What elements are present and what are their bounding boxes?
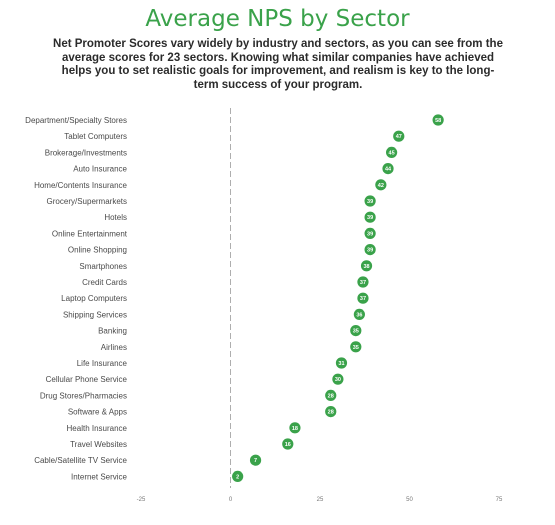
data-label: 44 bbox=[385, 167, 392, 173]
data-label: 39 bbox=[367, 199, 373, 205]
category-label: Online Shopping bbox=[68, 246, 127, 255]
category-label: Department/Specialty Stores bbox=[25, 116, 127, 125]
data-point bbox=[357, 292, 369, 304]
category-label: Airlines bbox=[101, 343, 127, 352]
data-point bbox=[325, 389, 337, 401]
data-label: 16 bbox=[285, 442, 291, 448]
data-point bbox=[393, 130, 405, 142]
data-label: 35 bbox=[353, 345, 359, 351]
chart-title: Average NPS by Sector bbox=[145, 6, 410, 32]
x-tick-label: -25 bbox=[137, 497, 146, 503]
data-point bbox=[432, 114, 444, 126]
data-label: 58 bbox=[435, 118, 441, 124]
data-point bbox=[364, 195, 376, 207]
data-label: 38 bbox=[363, 264, 369, 270]
category-label: Shipping Services bbox=[63, 310, 127, 319]
data-point bbox=[360, 260, 373, 272]
data-label: 28 bbox=[328, 393, 334, 399]
data-point bbox=[249, 454, 262, 466]
data-point bbox=[375, 179, 387, 191]
data-point bbox=[335, 357, 348, 369]
category-label: Laptop Computers bbox=[61, 294, 127, 303]
category-label: Grocery/Supermarkets bbox=[47, 197, 127, 206]
category-label: Brokerage/Investments bbox=[45, 148, 127, 157]
category-label: Tablet Computers bbox=[64, 132, 127, 141]
data-point bbox=[325, 406, 337, 418]
data-label: 7 bbox=[254, 458, 257, 464]
category-label: Software & Apps bbox=[68, 408, 127, 417]
data-label: 39 bbox=[367, 231, 373, 237]
x-tick-label: 25 bbox=[317, 497, 324, 503]
category-label: Auto Insurance bbox=[73, 165, 127, 174]
data-label: 37 bbox=[360, 296, 366, 302]
category-label: Internet Service bbox=[71, 472, 128, 481]
category-label: Home/Contents Insurance bbox=[34, 181, 127, 190]
category-label: Online Entertainment bbox=[52, 229, 128, 238]
data-label: 35 bbox=[353, 329, 359, 335]
data-label: 39 bbox=[367, 215, 373, 221]
category-label: Cable/Satellite TV Service bbox=[34, 456, 127, 465]
data-label: 42 bbox=[378, 183, 384, 189]
data-point bbox=[386, 146, 398, 158]
category-label: Health Insurance bbox=[67, 424, 128, 433]
category-label: Life Insurance bbox=[77, 359, 128, 368]
data-point bbox=[289, 422, 301, 434]
data-label: 36 bbox=[356, 312, 362, 318]
data-point bbox=[232, 470, 244, 482]
data-point bbox=[353, 308, 365, 320]
data-label: 31 bbox=[338, 361, 344, 367]
data-label: 45 bbox=[389, 150, 395, 156]
category-label: Cellular Phone Service bbox=[46, 375, 128, 384]
category-label: Drug Stores/Pharmacies bbox=[40, 391, 127, 400]
chart-subtitle: Net Promoter Scores vary widely by indus… bbox=[53, 38, 503, 91]
data-point bbox=[364, 244, 376, 256]
category-label: Credit Cards bbox=[82, 278, 127, 287]
data-label: 47 bbox=[396, 134, 402, 140]
category-label: Travel Websites bbox=[70, 440, 127, 449]
data-label: 28 bbox=[328, 410, 334, 416]
data-point bbox=[364, 211, 376, 223]
x-tick-label: 75 bbox=[496, 497, 503, 503]
x-tick-label: 50 bbox=[406, 497, 413, 503]
data-point bbox=[382, 163, 394, 175]
data-label: 30 bbox=[335, 377, 341, 383]
data-point bbox=[332, 373, 344, 385]
category-label: Banking bbox=[98, 327, 127, 336]
data-label: 37 bbox=[360, 280, 366, 286]
data-point bbox=[357, 276, 369, 288]
category-label: Hotels bbox=[104, 213, 127, 222]
data-label: 18 bbox=[292, 426, 298, 432]
x-tick-label: 0 bbox=[229, 497, 233, 503]
data-point bbox=[282, 438, 294, 450]
data-point bbox=[350, 325, 362, 337]
data-label: 2 bbox=[236, 474, 239, 480]
category-label: Smartphones bbox=[79, 262, 127, 271]
data-point bbox=[364, 227, 376, 239]
data-label: 39 bbox=[367, 248, 373, 254]
data-point bbox=[350, 341, 362, 353]
